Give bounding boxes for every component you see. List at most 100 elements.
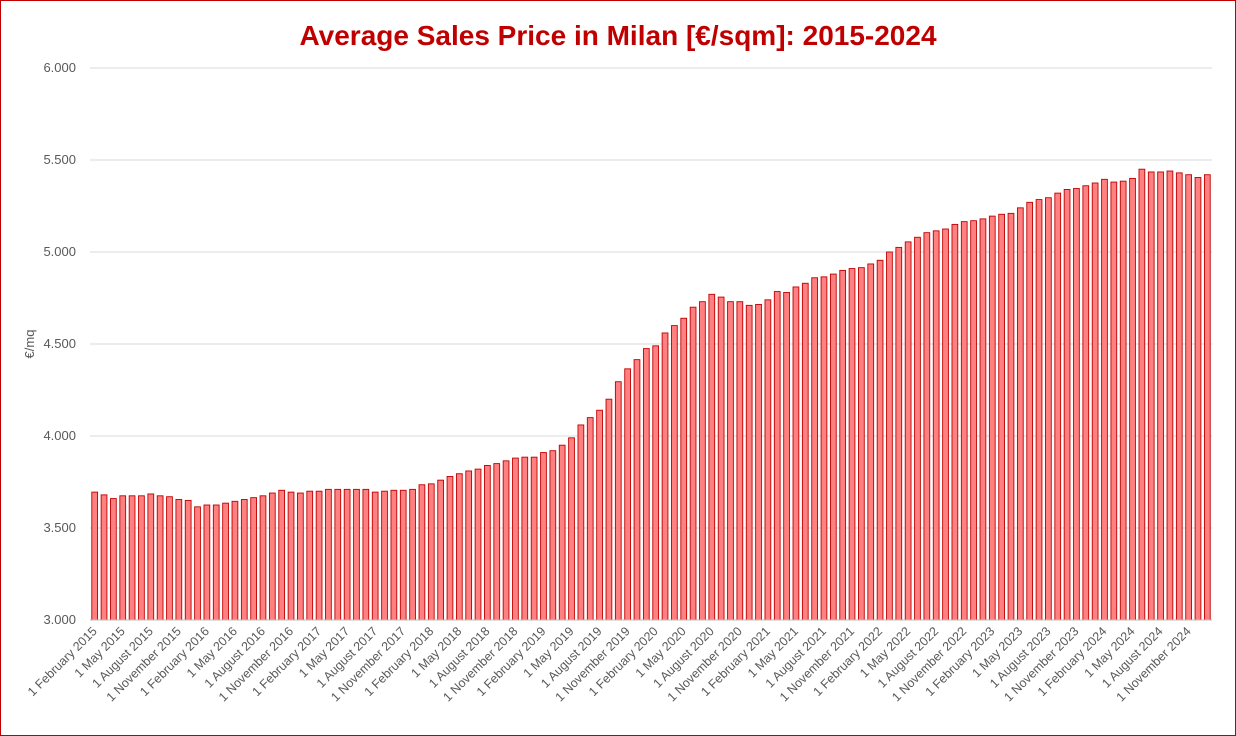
bar: [951, 223, 959, 621]
bar: [91, 491, 99, 621]
bar: [1203, 174, 1211, 621]
bar: [568, 437, 575, 621]
bar: [268, 492, 276, 621]
bar: [362, 488, 370, 621]
bar: [923, 232, 931, 621]
bar: [979, 218, 987, 621]
y-tick-label: 6.000: [43, 60, 76, 75]
bar: [577, 424, 585, 621]
gridlines: [90, 67, 1212, 621]
y-tick-label: 5.000: [43, 244, 76, 259]
bars: [91, 168, 1211, 621]
bar: [773, 291, 781, 621]
bar: [745, 304, 753, 621]
bar: [278, 489, 286, 621]
bar: [222, 502, 229, 621]
y-tick-label: 4.500: [43, 336, 76, 351]
bar: [1101, 178, 1108, 621]
bar: [914, 236, 921, 621]
bar: [1110, 181, 1118, 621]
bar: [1026, 201, 1034, 621]
bar: [1082, 185, 1090, 621]
bar: [1138, 168, 1146, 621]
bar: [203, 504, 211, 621]
bar: [1129, 177, 1136, 621]
bar: [437, 479, 444, 621]
bar: [988, 215, 996, 621]
bar: [708, 293, 716, 621]
bar: [886, 251, 893, 621]
bar: [166, 496, 173, 621]
bar: [970, 220, 977, 621]
bar: [642, 348, 650, 621]
bar: [1035, 199, 1043, 621]
y-tick-label: 4.000: [43, 428, 76, 443]
bar: [100, 494, 108, 621]
bar: [371, 491, 379, 621]
bar: [699, 301, 706, 621]
bar: [858, 267, 865, 621]
bar: [484, 464, 491, 621]
bar: [661, 332, 669, 621]
bar: [829, 273, 837, 621]
bar: [119, 495, 127, 621]
bar: [895, 246, 903, 621]
bar: [1073, 188, 1080, 621]
bar: [801, 282, 809, 621]
bar: [175, 499, 183, 621]
bar: [671, 325, 678, 621]
bar: [530, 456, 538, 621]
bar: [315, 490, 323, 621]
bar: [689, 306, 697, 621]
bar: [783, 292, 790, 621]
chart-title: Average Sales Price in Milan [€/sqm]: 20…: [299, 20, 937, 51]
bar: [1016, 207, 1024, 621]
bar: [960, 221, 968, 621]
bar: [820, 276, 828, 621]
bar: [474, 468, 482, 621]
bar: [932, 230, 940, 621]
bar: [381, 490, 388, 621]
bar: [465, 470, 473, 621]
bar: [446, 476, 454, 621]
bar: [455, 473, 463, 621]
bar: [1091, 182, 1099, 621]
bar: [399, 489, 407, 621]
bar: [502, 460, 510, 621]
bar: [633, 359, 641, 621]
bar: [1054, 192, 1062, 621]
bar: [1175, 172, 1183, 621]
bar: [904, 241, 912, 621]
bar: [240, 499, 248, 621]
bar: [680, 317, 688, 621]
bar: [334, 488, 342, 621]
bar: [811, 277, 818, 621]
y-tick-label: 3.500: [43, 520, 76, 535]
bar: [1007, 212, 1015, 621]
bar: [755, 303, 762, 621]
bar: [1147, 171, 1155, 621]
bar: [147, 493, 155, 621]
bar: [624, 368, 631, 621]
y-tick-label: 3.000: [43, 612, 76, 627]
bar: [306, 490, 314, 621]
bar: [717, 296, 725, 621]
bar: [231, 500, 239, 621]
bar: [998, 213, 1005, 621]
bar: [1166, 170, 1174, 621]
bar: [138, 495, 145, 621]
bar: [325, 488, 332, 621]
bar: [1119, 180, 1127, 621]
bar: [549, 450, 557, 621]
bar: [1194, 177, 1202, 621]
bar: [839, 269, 847, 621]
bar: [409, 488, 416, 621]
bar: [128, 495, 136, 621]
bar: [876, 259, 884, 621]
bar: [287, 491, 295, 621]
bar: [614, 381, 622, 621]
y-tick-label: 5.500: [43, 152, 76, 167]
bar: [792, 286, 800, 621]
